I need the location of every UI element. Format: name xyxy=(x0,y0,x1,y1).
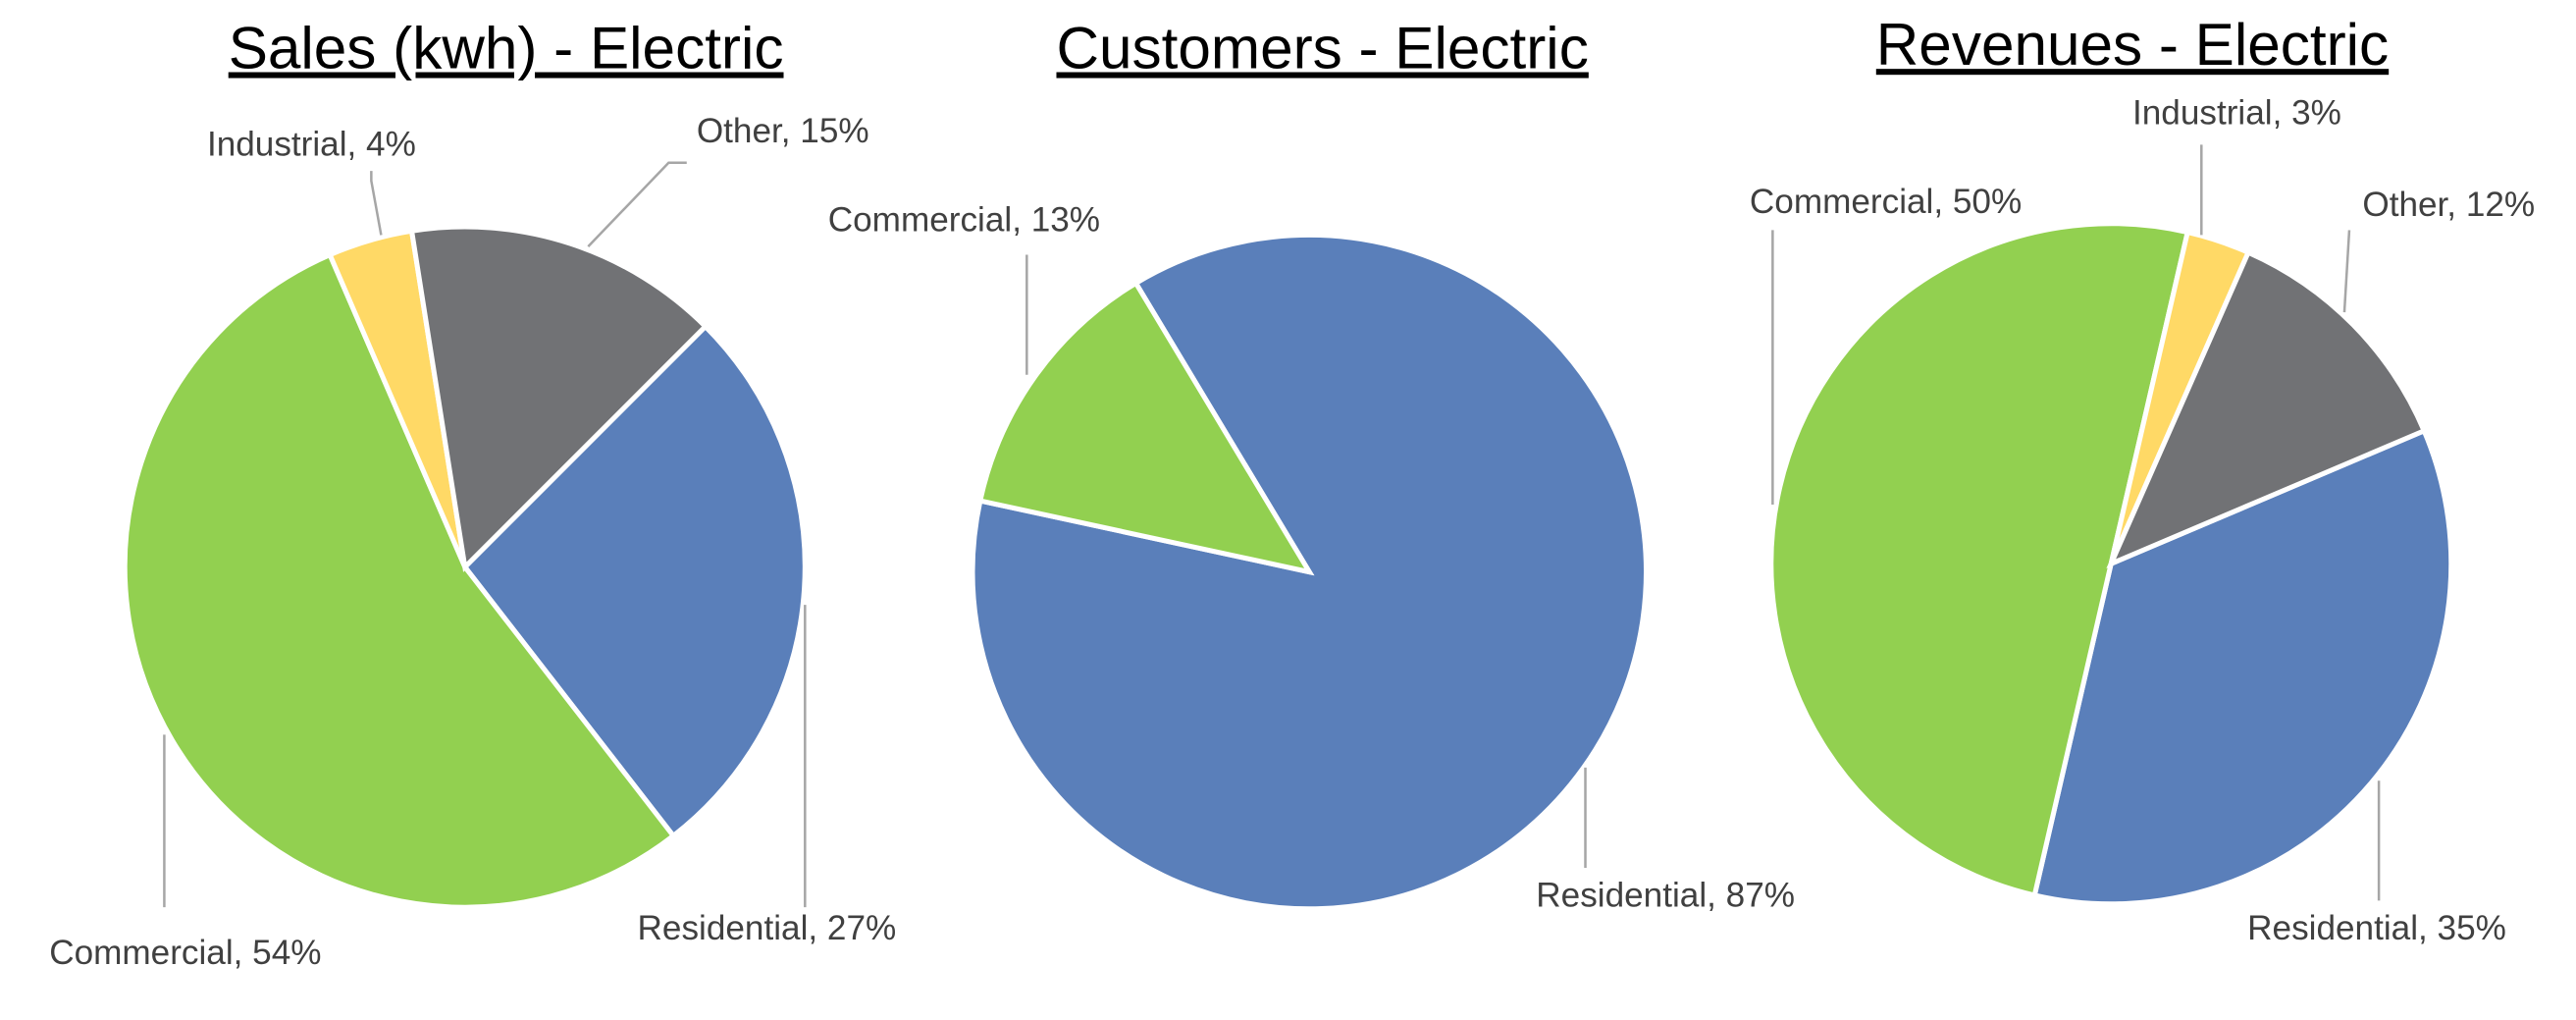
pie-slice xyxy=(122,251,677,910)
data-label: Industrial, 4% xyxy=(207,125,416,163)
pie-slice xyxy=(2106,248,2428,569)
leader-line xyxy=(587,161,687,248)
leader-line xyxy=(2342,230,2351,313)
data-label: Other, 12% xyxy=(2362,186,2535,224)
chart-title: Sales (kwh) - Electric xyxy=(229,15,784,81)
data-label: Residential, 87% xyxy=(1536,876,1795,914)
pie-slice xyxy=(1769,221,2191,898)
data-label: Commercial, 13% xyxy=(828,200,1100,239)
pie-slice xyxy=(976,279,1315,576)
data-label: Residential, 27% xyxy=(638,909,897,947)
pie-slice xyxy=(2031,427,2454,907)
leader-line xyxy=(370,171,383,236)
data-label: Industrial, 3% xyxy=(2132,93,2341,132)
chart-title: Customers - Electric xyxy=(1056,15,1588,81)
data-label: Commercial, 54% xyxy=(49,934,321,972)
pie-slice xyxy=(461,322,808,839)
data-label: Commercial, 50% xyxy=(1750,183,2022,221)
chart-title: Revenues - Electric xyxy=(1876,11,2389,78)
pie-slice xyxy=(408,224,710,572)
data-label: Other, 15% xyxy=(697,112,869,150)
data-label: Residential, 35% xyxy=(2247,909,2506,947)
